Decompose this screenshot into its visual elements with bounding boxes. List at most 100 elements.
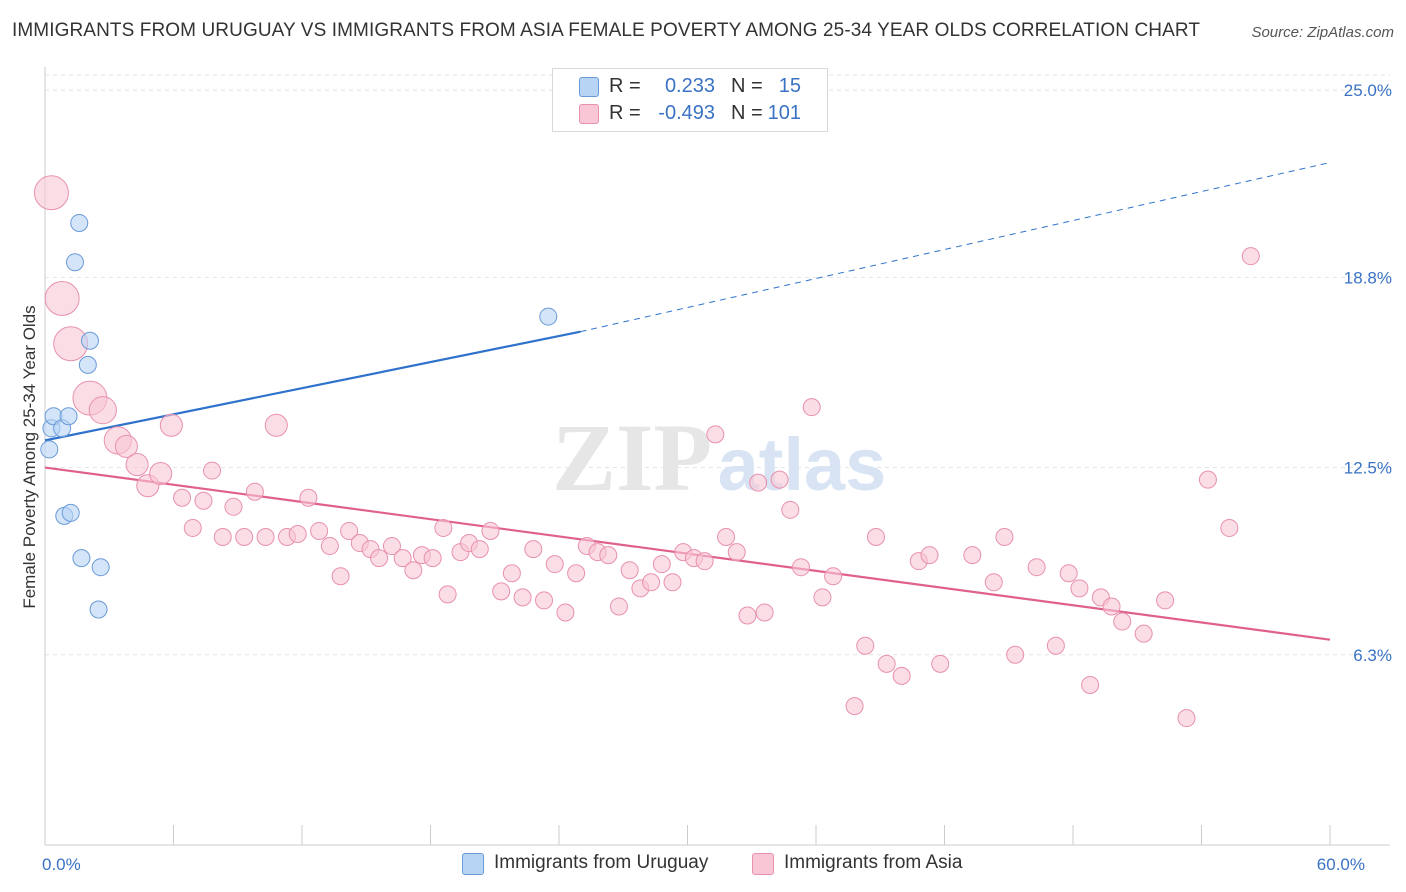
asia-point — [663, 573, 682, 592]
uruguay-point — [89, 600, 108, 619]
asia-point — [845, 697, 864, 716]
asia-point — [813, 588, 832, 607]
asia-point — [856, 636, 875, 655]
asia-point — [995, 528, 1014, 546]
asia-point — [513, 588, 532, 607]
asia-point — [245, 482, 264, 501]
uruguay-point — [72, 549, 91, 568]
asia-point — [288, 524, 307, 543]
correlation-legend: R = 0.233 N = 15 R = -0.493 N = 101 — [552, 68, 828, 132]
asia-point — [781, 500, 800, 519]
gridlines — [45, 74, 1390, 656]
asia-legend-label: Immigrants from Asia — [784, 852, 963, 873]
trend-extension-uruguay — [580, 162, 1331, 333]
uruguay-swatch — [579, 77, 599, 97]
n-label: N = — [731, 102, 763, 124]
y-axis-label: Female Poverty Among 25-34 Year Olds — [20, 305, 39, 608]
watermark-zip: ZIP — [552, 404, 712, 511]
asia-point — [1220, 518, 1239, 537]
asia-point — [149, 462, 173, 486]
asia-point — [706, 425, 725, 444]
asia-point — [717, 528, 736, 546]
asia-point — [524, 540, 543, 559]
asia-point — [438, 585, 457, 604]
y-tick-label: 18.8% — [1344, 268, 1392, 287]
x-tick-label: 0.0% — [42, 855, 81, 874]
asia-point — [331, 567, 350, 586]
asia-point — [1102, 597, 1121, 616]
y-tick-label: 6.3% — [1353, 646, 1392, 665]
legend-row-uruguay: R = 0.233 N = 15 — [553, 74, 827, 100]
asia-point — [423, 549, 442, 568]
asia-point — [310, 521, 329, 540]
asia-point — [770, 470, 789, 489]
asia-point — [599, 546, 618, 565]
asia-point — [620, 561, 639, 580]
trend-lines — [44, 162, 1331, 641]
asia-point — [370, 549, 389, 568]
asia-point — [33, 175, 69, 211]
asia-point — [88, 396, 117, 425]
asia-point — [1059, 564, 1078, 583]
uruguay-legend-label: Immigrants from Uruguay — [494, 852, 709, 873]
asia-point — [1177, 709, 1196, 728]
asia-point — [984, 573, 1003, 592]
r-value: -0.493 — [658, 102, 715, 124]
asia-point — [264, 413, 288, 437]
asia-point — [866, 528, 885, 546]
asia-point — [1113, 612, 1132, 631]
y-tick-label: 25.0% — [1344, 81, 1392, 100]
asia-point — [1134, 624, 1153, 643]
asia-point — [224, 497, 243, 516]
uruguay-point — [61, 503, 80, 522]
asia-point — [824, 567, 843, 586]
asia-point — [1081, 675, 1100, 694]
asia-point — [173, 488, 192, 507]
asia-swatch — [579, 104, 599, 124]
asia-point — [404, 561, 423, 580]
uruguay-legend-swatch — [462, 853, 484, 875]
asia-point — [340, 521, 359, 540]
asia-point — [642, 573, 661, 592]
x-tick-label: 60.0% — [1317, 855, 1365, 874]
asia-point — [695, 552, 714, 571]
asia-point — [194, 491, 213, 510]
asia-point — [931, 654, 950, 673]
asia-point — [256, 528, 275, 546]
asia-point — [1027, 558, 1046, 577]
asia-point — [738, 606, 757, 625]
trend-line-uruguay — [44, 330, 581, 442]
asia-point — [213, 528, 232, 546]
asia-point — [892, 666, 911, 685]
asia-point — [755, 603, 774, 622]
asia-point — [1241, 247, 1260, 266]
asia-point — [481, 521, 500, 540]
asia-point — [125, 452, 149, 477]
asia-point — [382, 537, 401, 556]
asia-point — [609, 597, 628, 616]
asia-point — [652, 555, 671, 574]
asia-point — [159, 413, 183, 437]
uruguay-point — [539, 307, 558, 326]
r-label: R = — [609, 75, 641, 97]
asia-point — [434, 518, 453, 537]
asia-point — [492, 582, 511, 601]
asia-point — [1006, 645, 1025, 664]
uruguay-point — [80, 331, 99, 350]
asia-point — [114, 434, 138, 458]
n-label: N = — [731, 75, 763, 97]
n-value: 15 — [778, 75, 801, 97]
asia-point — [393, 549, 412, 568]
asia-point — [44, 280, 80, 316]
asia-point — [727, 543, 746, 562]
tick-labels: 6.3% 12.5% 18.8% 25.0% 0.0% 60.0% — [42, 81, 1392, 874]
legend-row-asia: R = -0.493 N = 101 — [553, 101, 827, 127]
asia-point — [535, 591, 554, 610]
asia-point — [877, 654, 896, 673]
asia-legend-swatch — [752, 853, 774, 875]
asia-point — [1156, 591, 1175, 610]
asia-point — [802, 398, 821, 417]
asia-point — [299, 488, 318, 507]
asia-point — [1198, 470, 1217, 489]
